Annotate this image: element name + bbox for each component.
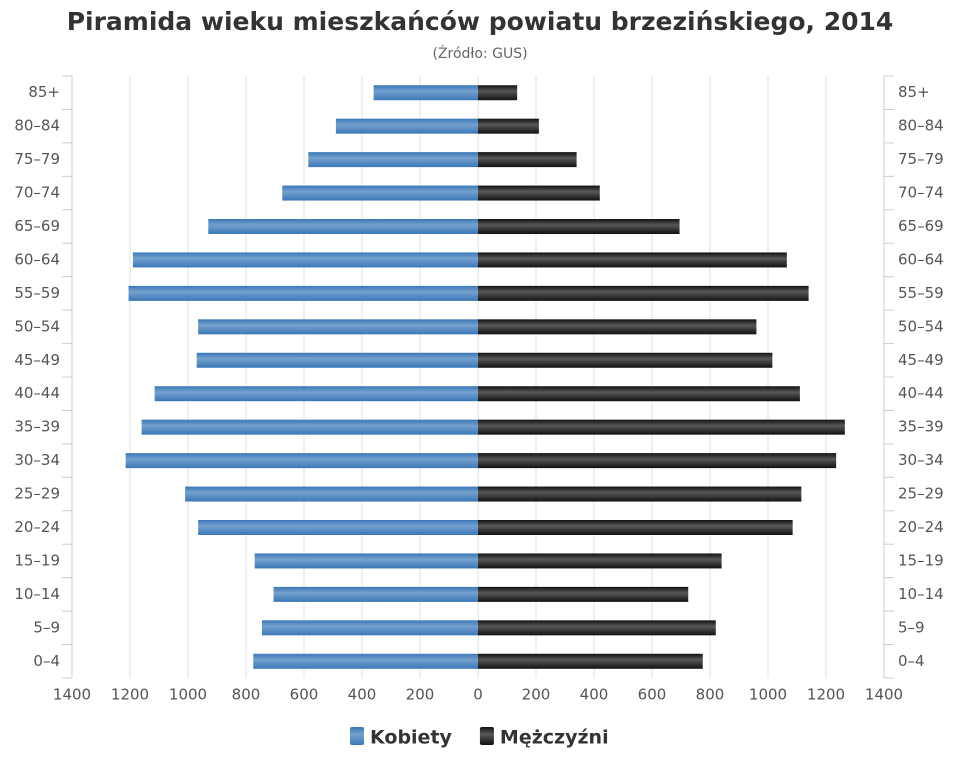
x-tick-label: 1200 [111,686,149,704]
y-tick-label: 60–64 [14,250,60,268]
x-tick-label: 600 [290,686,319,704]
bar [208,219,479,234]
bar [478,520,793,535]
x-tick-label: 1400 [865,686,903,704]
y-tick-label: 5–9 [898,618,925,636]
legend-swatch [479,727,494,745]
x-tick-label: 1200 [807,686,845,704]
y-tick-label: 85+ [898,83,930,101]
legend-swatch [350,727,364,745]
chart-title: Piramida wieku mieszkańców powiatu brzez… [67,7,894,36]
y-tick-label: 5–9 [33,618,60,636]
y-tick-label: 25–29 [14,485,60,503]
y-tick-label: 65–69 [14,217,60,235]
bar [273,586,478,602]
bar [478,419,845,435]
y-tick-label: 55–59 [14,284,60,302]
bar [478,285,809,301]
y-tick-label: 0–4 [898,652,925,670]
bar [335,118,478,134]
bar [478,319,757,335]
x-tick-label: 400 [348,686,377,704]
y-tick-label: 20–24 [898,518,944,536]
bar [478,118,539,134]
x-tick-label: 400 [580,686,609,704]
y-tick-label: 45–49 [898,351,944,369]
y-tick-label: 25–29 [898,485,944,503]
x-tick-label: 200 [522,686,551,704]
bar [125,453,479,469]
y-tick-label: 60–64 [898,250,944,268]
bar [198,319,478,335]
bar [478,553,722,569]
y-tick-label: 50–54 [14,317,60,335]
y-tick-label: 80–84 [898,117,944,135]
x-tick-label: 800 [232,686,261,704]
bar [478,486,802,502]
x-tick-label: 0 [473,686,483,704]
bar [254,553,478,569]
y-tick-label: 80–84 [14,117,60,135]
y-tick-label: 20–24 [14,518,60,536]
bar [478,620,716,636]
y-tick-label: 40–44 [898,384,944,402]
bar [185,486,478,502]
bar [478,152,577,168]
x-tick-label: 600 [638,686,667,704]
y-tick-label: 70–74 [898,184,944,202]
y-tick-label: 10–14 [898,585,944,603]
y-tick-label: 65–69 [898,217,944,235]
y-tick-label: 75–79 [898,150,944,168]
y-tick-label: 40–44 [14,384,60,402]
y-tick-label: 30–34 [898,451,944,469]
bar [478,252,787,268]
x-tick-label: 800 [696,686,725,704]
bar [282,185,478,201]
bar [261,620,478,636]
y-tick-label: 0–4 [33,652,60,670]
x-tick-label: 1400 [53,686,91,704]
bar [478,352,773,368]
x-tick-label: 1000 [749,686,787,704]
bar [478,386,800,402]
legend-label: Kobiety [370,727,453,749]
y-tick-label: 85+ [28,83,60,101]
y-tick-label: 70–74 [14,184,60,202]
x-tick-label: 1000 [169,686,207,704]
y-tick-label: 45–49 [14,351,60,369]
x-tick-label: 200 [406,686,435,704]
y-tick-label: 30–34 [14,451,60,469]
y-tick-label: 35–39 [14,418,60,436]
bar [478,85,518,101]
y-tick-label: 35–39 [898,418,944,436]
bar [253,653,478,669]
bar [196,352,478,368]
bar [478,653,703,669]
bar [478,453,837,469]
bar [154,386,478,402]
bar [478,219,680,234]
y-tick-label: 15–19 [898,551,944,569]
chart-subtitle: (Źródło: GUS) [432,44,527,62]
bar [308,152,478,168]
y-tick-label: 75–79 [14,150,60,168]
legend-label: Mężczyźni [500,727,609,749]
y-tick-label: 55–59 [898,284,944,302]
bar [373,85,478,101]
bar [141,419,478,435]
y-tick-label: 10–14 [14,585,60,603]
bar [128,285,479,301]
bar [198,520,478,535]
bar [132,252,478,268]
y-tick-label: 15–19 [14,551,60,569]
bar [478,586,689,602]
bar [478,185,600,201]
y-tick-label: 50–54 [898,317,944,335]
